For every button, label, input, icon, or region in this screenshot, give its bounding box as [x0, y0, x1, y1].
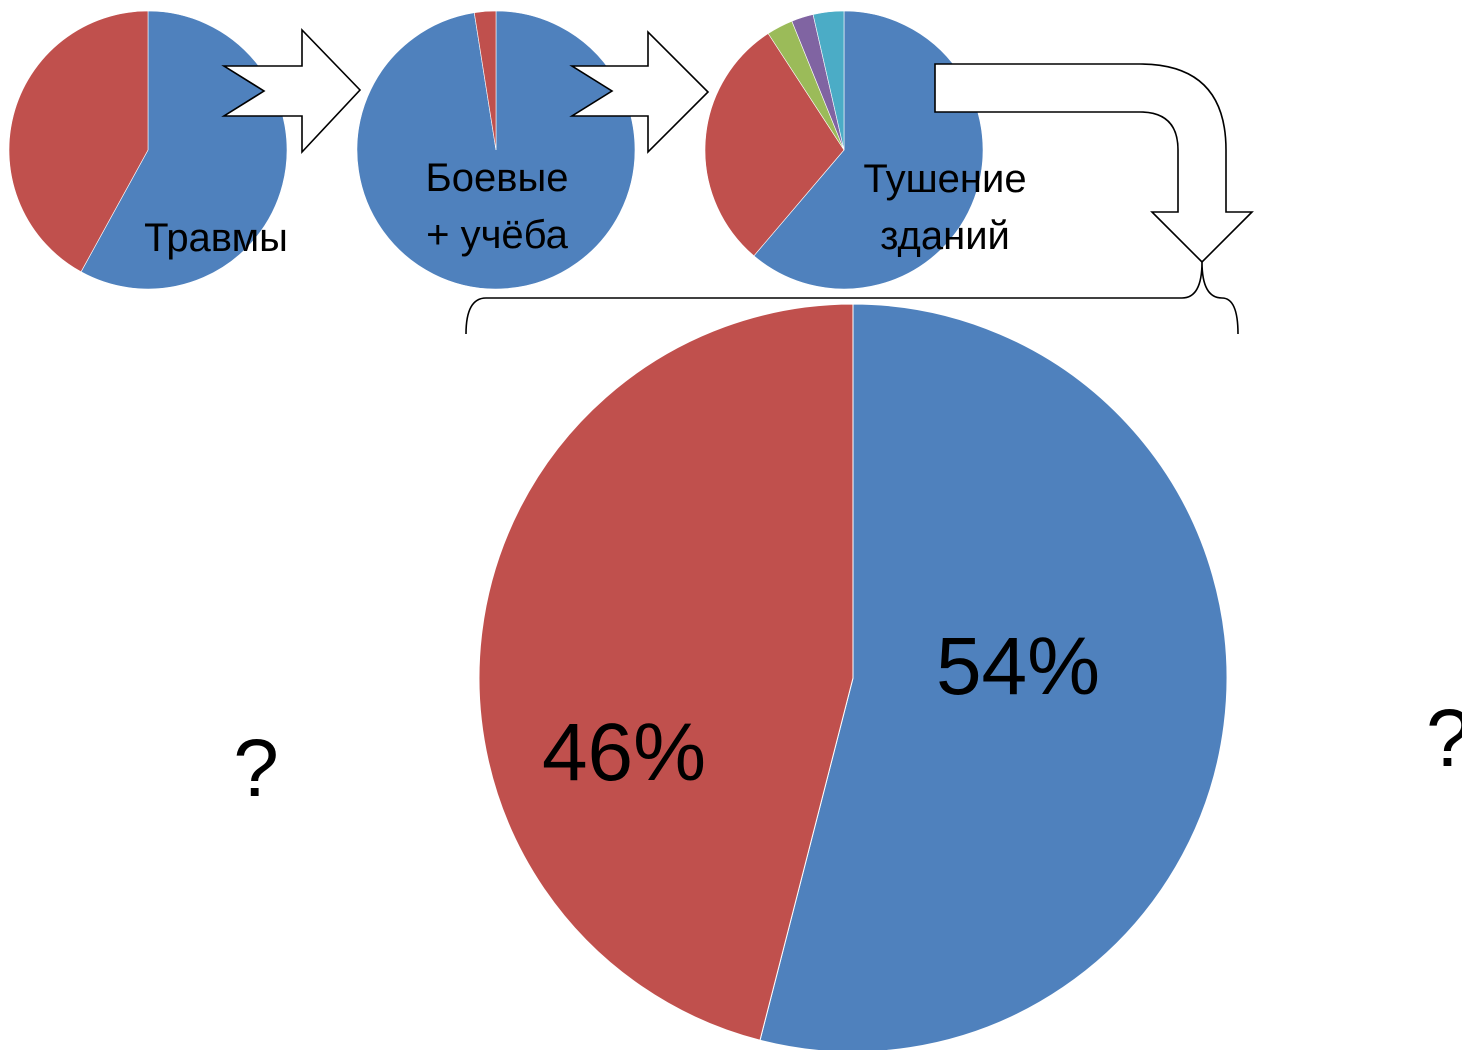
pie-label-combat-training-line2: + учёба: [426, 213, 569, 257]
question-mark-left: ?: [233, 723, 279, 814]
pie-2-slice-1: [704, 33, 845, 257]
curved-arrow-down-icon: [934, 63, 1254, 264]
pie-2-slice-4: [812, 10, 845, 151]
brace: [465, 261, 1239, 335]
pie-label-combat-training-line1: Боевые: [426, 156, 569, 200]
pie-label-building-fires-line1: Тушение: [863, 157, 1026, 201]
data-label-blue: 54%: [936, 621, 1100, 712]
pie-injuries: [8, 10, 288, 290]
pie-building-fires-breakdown: [478, 303, 1228, 1050]
pie-0-slice-0: [80, 10, 288, 290]
question-mark-right: ?: [1426, 693, 1462, 784]
pie-3-slice-0: [759, 303, 1228, 1050]
pie-label-building-fires-line2: зданий: [880, 214, 1010, 258]
arrow-right-icon: [221, 28, 362, 155]
arrow-right-icon: [569, 30, 710, 154]
pie-combat-training: [356, 10, 636, 290]
pie-3-slice-1: [478, 303, 854, 1041]
pie-1-slice-1: [473, 10, 497, 151]
pie-label-injuries: Травмы: [144, 216, 288, 260]
data-label-red: 46%: [542, 707, 706, 798]
pie-0-slice-1: [8, 10, 149, 273]
pie-2-slice-0: [753, 10, 984, 290]
pie-building-fires: [704, 10, 984, 290]
